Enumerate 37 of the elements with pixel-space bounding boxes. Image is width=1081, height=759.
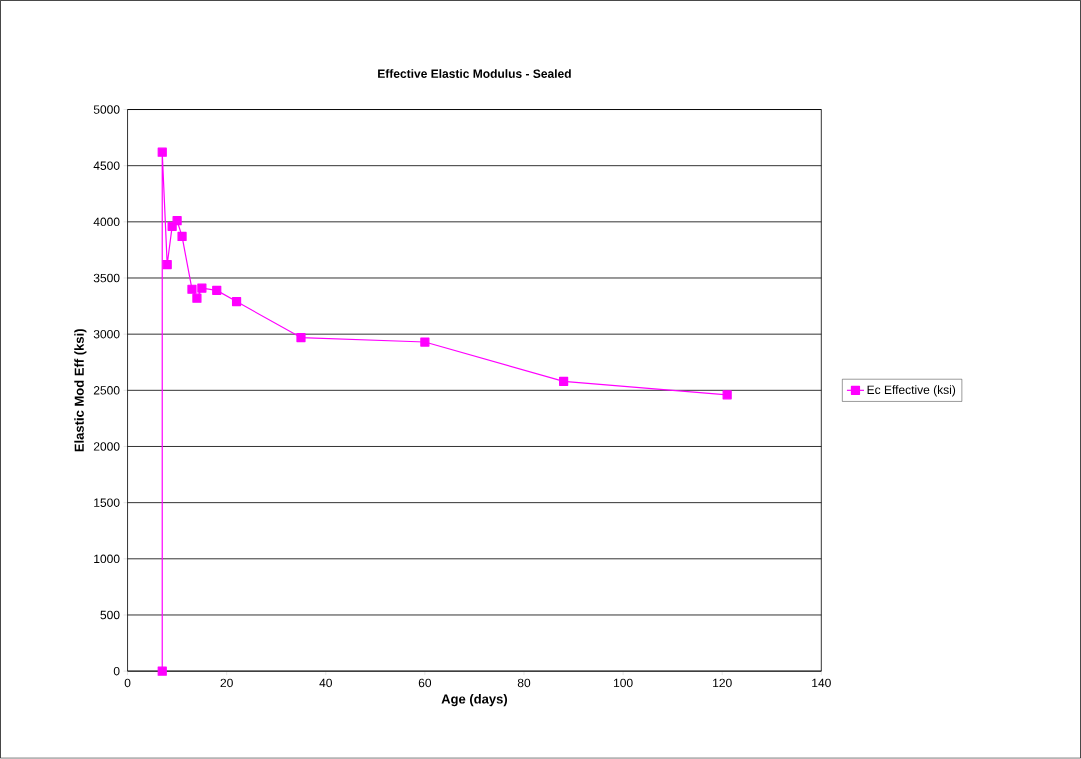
y-tick-label: 0: [113, 667, 120, 676]
y-tick-label: 5000: [93, 105, 120, 114]
x-tick-label: 60: [418, 678, 432, 688]
x-tick-label: 80: [517, 678, 531, 688]
point: [559, 376, 569, 387]
x-tick-label: 100: [613, 678, 633, 688]
x-tick-label: 20: [220, 678, 233, 688]
y-tick-label: 3500: [93, 273, 120, 283]
point: [162, 260, 172, 270]
y-tick-label: 4000: [93, 217, 120, 227]
point: [296, 333, 306, 343]
point: [212, 285, 222, 296]
point: [231, 297, 242, 307]
point: [157, 666, 167, 676]
x-tick-label: 140: [812, 678, 831, 688]
chart-title: Effective Elastic Modulus - Sealed: [378, 69, 571, 79]
point: [420, 337, 430, 347]
point: [157, 147, 167, 157]
point: [177, 232, 187, 242]
point: [187, 284, 197, 295]
x-tick-label: 40: [319, 678, 332, 688]
point: [172, 216, 182, 226]
point: [197, 283, 207, 293]
x-axis-title: Age (days): [441, 694, 508, 707]
y-tick-label: 3000: [93, 330, 120, 339]
y-tick-label: 1500: [94, 498, 120, 508]
y-tick-label: 1000: [94, 554, 120, 564]
y-axis-title: Elastic Mod Eff (ksi): [74, 329, 87, 452]
x-tick-label: 0: [124, 678, 131, 688]
y-tick-label: 500: [100, 610, 120, 620]
point: [192, 293, 202, 304]
x-tick-label: 120: [713, 678, 732, 688]
legend-label: Ec Effective (ksi): [867, 385, 956, 397]
point: [722, 390, 732, 400]
y-tick-label: 2500: [93, 386, 120, 395]
y-tick-label: 4500: [93, 161, 120, 171]
y-tick-label: 2000: [93, 442, 120, 451]
